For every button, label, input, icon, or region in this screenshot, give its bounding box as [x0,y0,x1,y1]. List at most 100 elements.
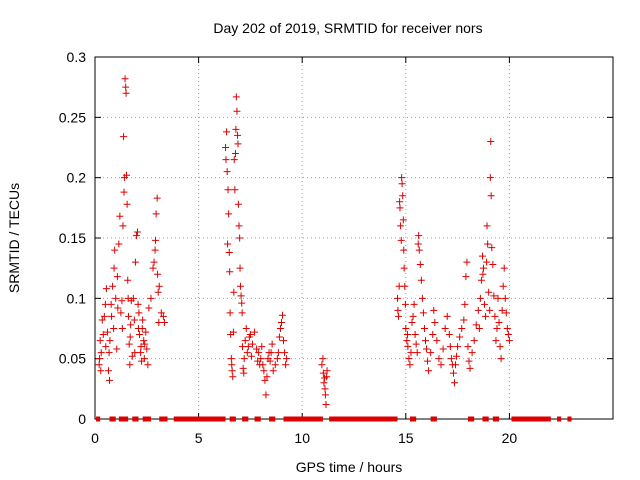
data-point-marker [403,337,411,345]
data-point-marker [242,325,250,332]
data-point-marker [118,325,126,332]
data-point-marker [489,261,497,269]
data-point-marker [452,361,460,369]
y-axis-label: SRMTID / TECUs [6,183,22,293]
data-point-marker [129,294,137,302]
data-point-marker [396,198,404,206]
data-point-marker [157,309,165,317]
data-point-marker [120,133,128,141]
data-point-marker [159,312,167,320]
data-point-marker [419,309,427,317]
data-point-marker [224,186,232,194]
x-axis-label: GPS time / hours [296,459,403,475]
data-point-marker [437,361,445,369]
data-point-marker [497,355,505,363]
data-point-marker [266,357,274,365]
data-point-marker [110,325,118,332]
data-point-marker [478,252,486,260]
data-point-marker [468,349,476,357]
data-point-marker [151,246,159,254]
data-point-marker [140,355,148,363]
data-point-marker [474,306,482,314]
data-point-marker [439,345,447,353]
data-point-marker [427,349,435,357]
data-point-marker [463,258,471,266]
data-point-marker [138,325,146,332]
data-point-marker [482,312,490,320]
data-point-marker [396,204,404,212]
data-point-marker [269,367,277,375]
data-point-marker [441,325,449,332]
data-point-marker [407,349,415,357]
data-point-marker [483,258,491,266]
data-point-marker [122,89,130,97]
data-point-marker [150,258,158,266]
data-point-marker [492,337,500,345]
data-point-marker [268,340,276,348]
data-point-marker [105,349,113,357]
data-point-marker [137,343,145,351]
data-point-marker [477,276,485,284]
data-point-marker [397,236,405,244]
data-point-marker [424,357,432,365]
data-point-marker [460,316,468,324]
data-point-marker [97,367,105,375]
data-point-marker [499,282,507,290]
data-point-marker [222,156,230,164]
data-point-marker [108,312,116,320]
data-point-marker [496,343,504,351]
data-point-marker [113,345,121,353]
data-point-marker [122,83,130,91]
data-point-marker [141,340,149,348]
grid-lines [95,57,613,419]
data-point-marker [320,379,328,387]
data-point-marker [131,258,139,266]
data-point-marker [243,349,251,357]
data-point-marker [224,240,232,248]
data-point-marker [111,246,119,254]
data-point-marker [450,379,458,387]
data-point-marker [121,75,129,83]
data-point-marker [504,331,512,339]
data-point-marker [505,337,513,345]
data-point-marker [100,312,108,320]
data-point-marker [127,321,135,329]
data-point-marker [154,288,162,296]
data-point-marker [494,294,502,302]
data-point-marker [399,192,407,200]
data-point-marker [251,328,259,336]
data-point-marker [399,216,407,224]
data-point-marker [234,200,242,208]
data-point-marker [230,156,238,164]
data-point-marker [262,391,270,399]
data-point-marker [321,385,329,393]
data-point-marker [281,349,289,357]
data-point-marker [433,337,441,345]
data-point-marker [466,364,474,372]
data-point-marker [117,309,125,317]
data-point-marker [323,367,331,375]
data-point-marker [140,337,148,345]
data-point-marker [223,168,231,176]
axis-ticks: 0 5 10 15 20 0 0.05 0.1 0.15 0.2 0.25 0.3 [59,49,613,446]
y-tick-label: 0.3 [67,49,87,65]
data-point-marker [97,349,105,357]
data-point-marker [106,337,114,345]
data-point-marker [413,349,421,357]
data-point-marker [226,268,234,276]
data-point-marker [98,316,106,324]
data-point-marker [412,340,420,348]
data-point-marker [149,264,157,272]
data-point-marker [503,325,511,332]
data-point-marker [462,273,470,281]
data-point-marker [135,309,143,317]
data-point-marker [400,264,408,272]
x-tick-label: 5 [195,430,203,446]
data-point-marker [144,361,152,369]
data-point-marker [236,264,244,272]
data-point-marker [502,309,510,317]
data-point-marker [443,312,451,320]
data-point-marker [486,174,494,182]
data-point-marker [155,282,163,290]
data-point-marker [493,325,501,332]
